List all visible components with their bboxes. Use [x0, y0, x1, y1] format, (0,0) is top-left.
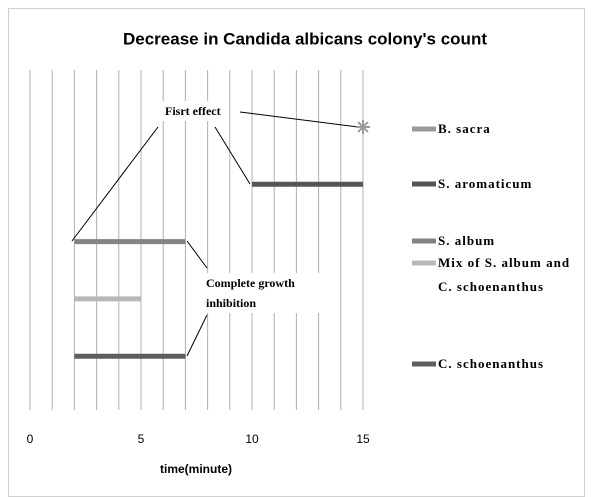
x-tick-label: 0	[27, 432, 34, 446]
legend-label: Mix of S. album and C. schoenanthus	[438, 255, 571, 294]
legend-label: S. album	[438, 233, 496, 248]
leader-line	[71, 126, 159, 242]
legend-label: S. aromaticum	[438, 176, 533, 191]
legend-label: B. sacra	[438, 121, 491, 136]
leader-line	[186, 314, 208, 357]
x-axis-label: time(minute)	[160, 462, 232, 476]
chart-title: Decrease in Candida albicans colony's co…	[123, 29, 487, 48]
x-tick-label: 10	[245, 432, 259, 446]
point-marker	[356, 120, 370, 134]
leader-line	[186, 240, 208, 269]
leader-line	[214, 126, 251, 185]
legend-label: C. schoenanthus	[438, 356, 545, 371]
leader-line	[239, 111, 359, 128]
annotation: Fisrt effect	[162, 101, 224, 121]
leader-lines	[71, 111, 359, 357]
x-tick-label: 15	[356, 432, 370, 446]
annotation: Complete growth inhibition	[203, 273, 337, 313]
x-tick-label: 5	[138, 432, 145, 446]
star-stroke	[357, 121, 369, 133]
